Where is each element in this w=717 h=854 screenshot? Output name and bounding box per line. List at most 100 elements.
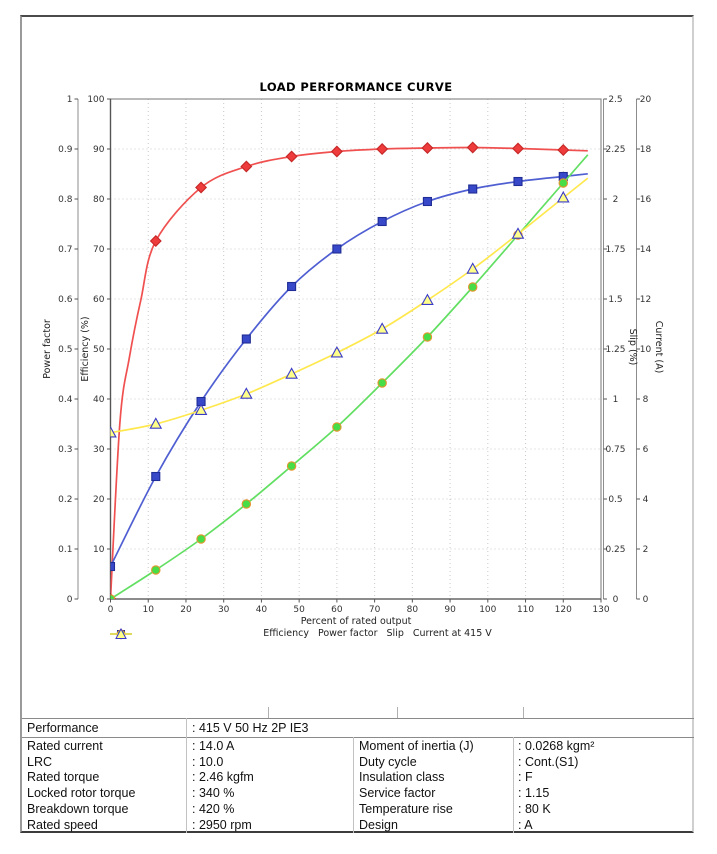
svg-text:2: 2: [613, 195, 619, 205]
series-slip: [110, 154, 589, 599]
svg-text:50: 50: [93, 345, 105, 355]
legend-label: Slip: [386, 628, 404, 639]
svg-text:0: 0: [613, 595, 619, 605]
svg-text:12: 12: [640, 295, 651, 305]
square-marker: [513, 176, 523, 187]
svg-text:0.5: 0.5: [58, 345, 72, 355]
svg-text:1.5: 1.5: [608, 295, 622, 305]
svg-text:50: 50: [293, 605, 305, 615]
svg-text:1.75: 1.75: [605, 245, 625, 255]
outer-border: [20, 15, 694, 833]
svg-text:0: 0: [643, 595, 649, 605]
axis-title-current: Current (A): [653, 321, 664, 374]
svg-text:130: 130: [592, 605, 609, 615]
svg-text:90: 90: [93, 145, 105, 155]
legend-item-current-at-415-v: Current at 415 V: [110, 628, 492, 639]
svg-text:0.7: 0.7: [58, 245, 72, 255]
triangle-marker: [466, 262, 480, 274]
svg-text:0.8: 0.8: [58, 195, 73, 205]
square-marker: [241, 334, 251, 344]
svg-text:0.9: 0.9: [58, 145, 73, 155]
legend-label: Efficiency: [263, 628, 309, 639]
square-marker: [422, 196, 432, 207]
load-performance-chart: 00.10.20.30.40.50.60.70.80.9101020304050…: [42, 80, 664, 627]
circle-marker: [196, 534, 206, 544]
svg-text:8: 8: [643, 395, 649, 405]
diamond-marker: [466, 141, 479, 154]
svg-text:1: 1: [67, 95, 73, 105]
svg-text:0.6: 0.6: [58, 295, 73, 305]
diamond-marker: [149, 235, 162, 247]
diamond-marker: [195, 181, 208, 194]
svg-text:2.25: 2.25: [605, 145, 625, 155]
triangle-marker: [110, 426, 117, 438]
svg-text:0.4: 0.4: [58, 395, 73, 405]
svg-text:20: 20: [180, 605, 192, 615]
svg-text:80: 80: [407, 605, 419, 615]
legend-item-slip: Slip: [110, 628, 404, 639]
svg-text:100: 100: [479, 605, 496, 615]
svg-text:0: 0: [67, 595, 73, 605]
svg-text:6: 6: [643, 445, 649, 455]
triangle-marker: [330, 346, 344, 358]
svg-text:10: 10: [640, 345, 652, 355]
svg-text:18: 18: [640, 145, 652, 155]
square-marker: [332, 244, 342, 254]
svg-text:40: 40: [256, 605, 268, 615]
circle-marker: [332, 422, 342, 432]
chart-legend: Efficiency Power factor Slip Current at 415…: [110, 628, 645, 640]
svg-text:30: 30: [93, 445, 105, 455]
triangle-marker: [556, 191, 570, 203]
diamond-marker: [285, 150, 298, 163]
chart-title: LOAD PERFORMANCE CURVE: [260, 80, 453, 94]
svg-text:20: 20: [640, 95, 652, 105]
svg-text:60: 60: [331, 605, 343, 615]
square-marker: [287, 281, 297, 292]
diamond-marker: [512, 142, 524, 155]
square-marker: [468, 184, 478, 194]
svg-text:14: 14: [640, 245, 652, 255]
circle-marker: [151, 565, 161, 575]
svg-text:0: 0: [99, 595, 105, 605]
series-power-factor: [110, 171, 588, 572]
svg-text:1.25: 1.25: [605, 345, 625, 355]
svg-text:2.5: 2.5: [608, 95, 622, 105]
series-current-at-415-v: [110, 177, 589, 438]
diamond-marker: [240, 160, 253, 173]
axis-current: 0 2 4 6 8 10 12 14 16 18 20: [636, 95, 652, 605]
svg-text:20: 20: [93, 495, 105, 505]
axis-title-slip: Slip (%): [627, 329, 638, 366]
svg-text:10: 10: [143, 605, 155, 615]
svg-text:0.5: 0.5: [608, 495, 622, 505]
circle-marker: [286, 461, 297, 471]
circle-marker: [110, 594, 116, 599]
legend-item-power-factor: Power factor: [110, 628, 378, 639]
svg-text:60: 60: [93, 295, 105, 305]
circle-marker: [241, 499, 252, 509]
svg-text:80: 80: [93, 195, 105, 205]
gridlines: [110, 99, 601, 599]
x-axis-title: Percent of rated output: [301, 616, 412, 627]
axis-efficiency: 0 10 20 30 40 50 60 70 80 90 100: [87, 95, 111, 605]
triangle-marker: [194, 403, 208, 415]
circle-marker: [558, 178, 569, 188]
svg-text:0.25: 0.25: [605, 545, 625, 555]
svg-text:120: 120: [555, 605, 572, 615]
svg-text:10: 10: [93, 545, 105, 555]
square-marker: [377, 216, 387, 227]
svg-text:110: 110: [517, 605, 534, 615]
svg-text:16: 16: [640, 195, 652, 205]
diamond-marker: [330, 145, 343, 158]
svg-text:0.2: 0.2: [58, 495, 72, 505]
triangle-marker: [149, 417, 163, 429]
triangle-legend-marker: [110, 628, 132, 639]
svg-text:70: 70: [93, 245, 105, 255]
triangle-marker: [511, 227, 525, 239]
axis-title-power-factor: Power factor: [42, 319, 53, 379]
svg-text:90: 90: [444, 605, 456, 615]
svg-text:0.75: 0.75: [605, 445, 625, 455]
series-efficiency: [110, 141, 588, 599]
svg-text:100: 100: [87, 95, 104, 105]
triangle-marker: [421, 293, 434, 305]
legend-label: Power factor: [317, 628, 378, 639]
